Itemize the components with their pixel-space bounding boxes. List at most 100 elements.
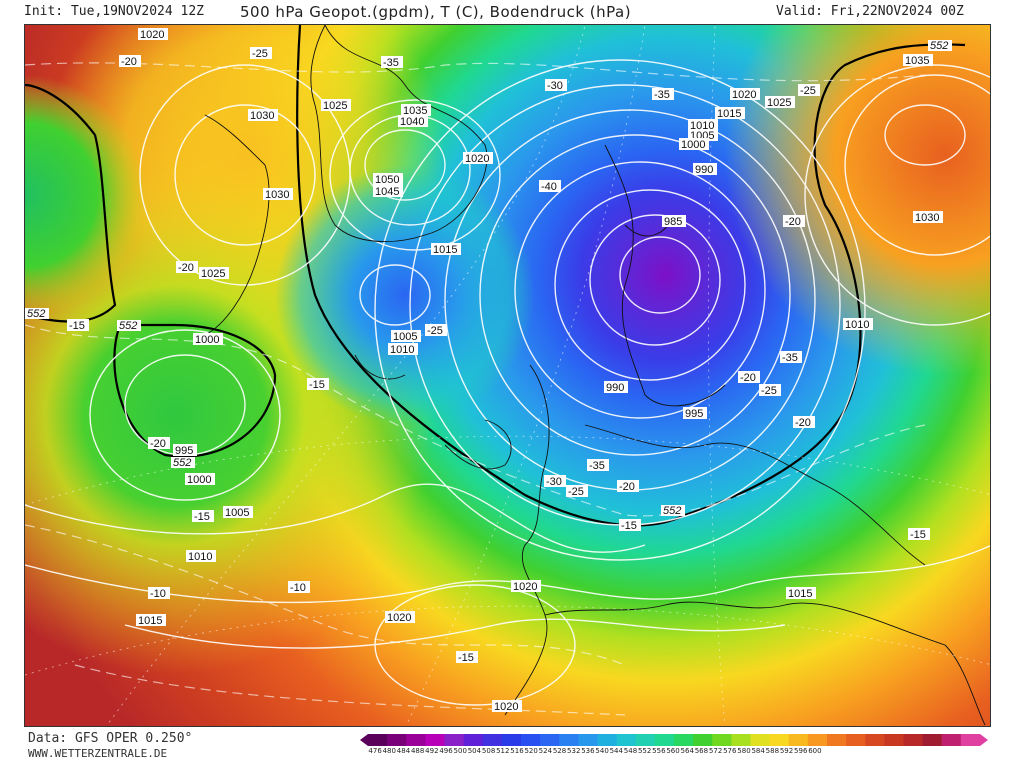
svg-text:-20: -20 [178,262,194,274]
svg-text:990: 990 [606,382,624,394]
colorbar-cell [941,734,962,746]
temp-label: -35 [381,56,403,69]
colorbar-cell [960,734,981,746]
colorbar-cell [482,734,503,746]
colorbar-tick-label: 596 [794,747,808,755]
pressure-label: 1035 [903,54,933,67]
svg-text:1005: 1005 [393,331,417,343]
svg-text:552: 552 [930,40,948,52]
svg-text:1040: 1040 [400,116,424,128]
svg-text:1005: 1005 [225,507,249,519]
colorbar-tick-label: 480 [382,747,396,755]
temp-label: -30 [544,475,566,488]
svg-text:1025: 1025 [767,97,791,109]
svg-text:1035: 1035 [905,55,929,67]
pressure-label: 985 [662,215,686,228]
colorbar-min-arrow [360,734,368,746]
colorbar-cell [846,734,866,746]
geopot-label: 552 [171,457,195,469]
svg-text:1015: 1015 [717,108,741,120]
geopot-label: 552 [25,308,49,320]
pressure-label: 1020 [138,28,168,41]
svg-text:552: 552 [119,320,137,332]
svg-text:-10: -10 [150,588,166,600]
colorbar-tick-label: 568 [694,747,709,755]
temp-label: -10 [288,581,310,594]
svg-text:-20: -20 [150,438,166,450]
pressure-label: 1025 [321,99,351,112]
pressure-label: 1010 [843,318,873,331]
svg-text:-35: -35 [782,352,798,364]
pressure-label: 1020 [463,152,493,165]
svg-text:-25: -25 [252,48,268,60]
svg-text:1045: 1045 [375,186,399,198]
svg-text:-30: -30 [546,476,562,488]
temp-label: -25 [566,485,588,498]
temp-label: -15 [619,519,641,532]
colorbar-cell [425,734,446,746]
website: WWW.WETTERZENTRALE.DE [28,747,168,760]
colorbar-cell [521,734,541,746]
svg-text:1020: 1020 [513,581,537,593]
temp-label: -40 [539,180,561,193]
colorbar-tick-label: 592 [779,747,794,755]
pressure-label: 1010 [388,343,418,356]
svg-text:-25: -25 [800,85,816,97]
colorbar-cell [865,734,885,746]
isobars [25,59,990,706]
colorbar-cell [635,734,656,746]
colorbar-tick-label: 564 [680,747,694,755]
svg-text:-15: -15 [69,320,85,332]
isotherms [25,62,926,716]
temp-label: -20 [783,215,805,228]
temp-label: -25 [759,384,781,397]
svg-text:-40: -40 [541,181,557,193]
svg-text:1050: 1050 [375,174,399,186]
pressure-label: 1010 [186,550,216,563]
svg-text:-10: -10 [290,582,306,594]
temp-label: -25 [250,47,272,60]
colorbar-cell [884,734,905,746]
pressure-label: 1035 [401,104,431,117]
pressure-label: 1050 [373,173,403,186]
colorbar-cell [903,734,924,746]
colorbar-cell [559,734,579,746]
colorbar-cell [406,734,426,746]
svg-text:1020: 1020 [387,612,411,624]
colorbar-tick-label: 580 [737,747,751,755]
temp-label: -35 [780,351,802,364]
colorbar-tick-label: 528 [552,747,567,755]
svg-text:-15: -15 [309,379,325,391]
svg-text:-25: -25 [761,385,777,397]
svg-text:1020: 1020 [465,153,489,165]
colorbar-tick-label: 508 [481,747,496,755]
colorbar-cell [501,734,522,746]
svg-text:1020: 1020 [732,89,756,101]
colorbar-tick-label: 492 [425,747,439,755]
svg-text:-15: -15 [621,520,637,532]
pressure-label: 1020 [492,700,522,713]
svg-text:-15: -15 [910,529,926,541]
temp-label: -35 [652,88,674,101]
colorbar-cell [922,734,943,746]
colorbar-cell [387,734,407,746]
svg-text:1015: 1015 [433,244,457,256]
temp-label: -15 [192,510,214,523]
colorbar-tick-label: 524 [538,747,553,755]
svg-text:1015: 1015 [788,588,812,600]
colorbar-cell [578,734,599,746]
temp-label: -15 [307,378,329,391]
colorbar-tick-label: 544 [609,747,623,755]
temp-label: -35 [587,459,609,472]
colorbar-cell [444,734,465,746]
pressure-label: 1015 [431,243,461,256]
temperature-labels: -25 -20 -35 -30 -40 -35 -25 -20 -15 -20 … [67,47,930,664]
temp-label: -20 [738,371,760,384]
colorbar-tick-label: 500 [453,747,467,755]
weather-map: 1020 1025 1030 1035 1040 1045 1050 1015 … [24,24,991,727]
init-time: Init: Tue,19NOV2024 12Z [24,4,205,19]
temp-label: -20 [617,480,639,493]
colorbar-tick-label: 552 [637,747,652,755]
svg-text:-15: -15 [458,652,474,664]
pressure-label: 990 [604,381,628,394]
